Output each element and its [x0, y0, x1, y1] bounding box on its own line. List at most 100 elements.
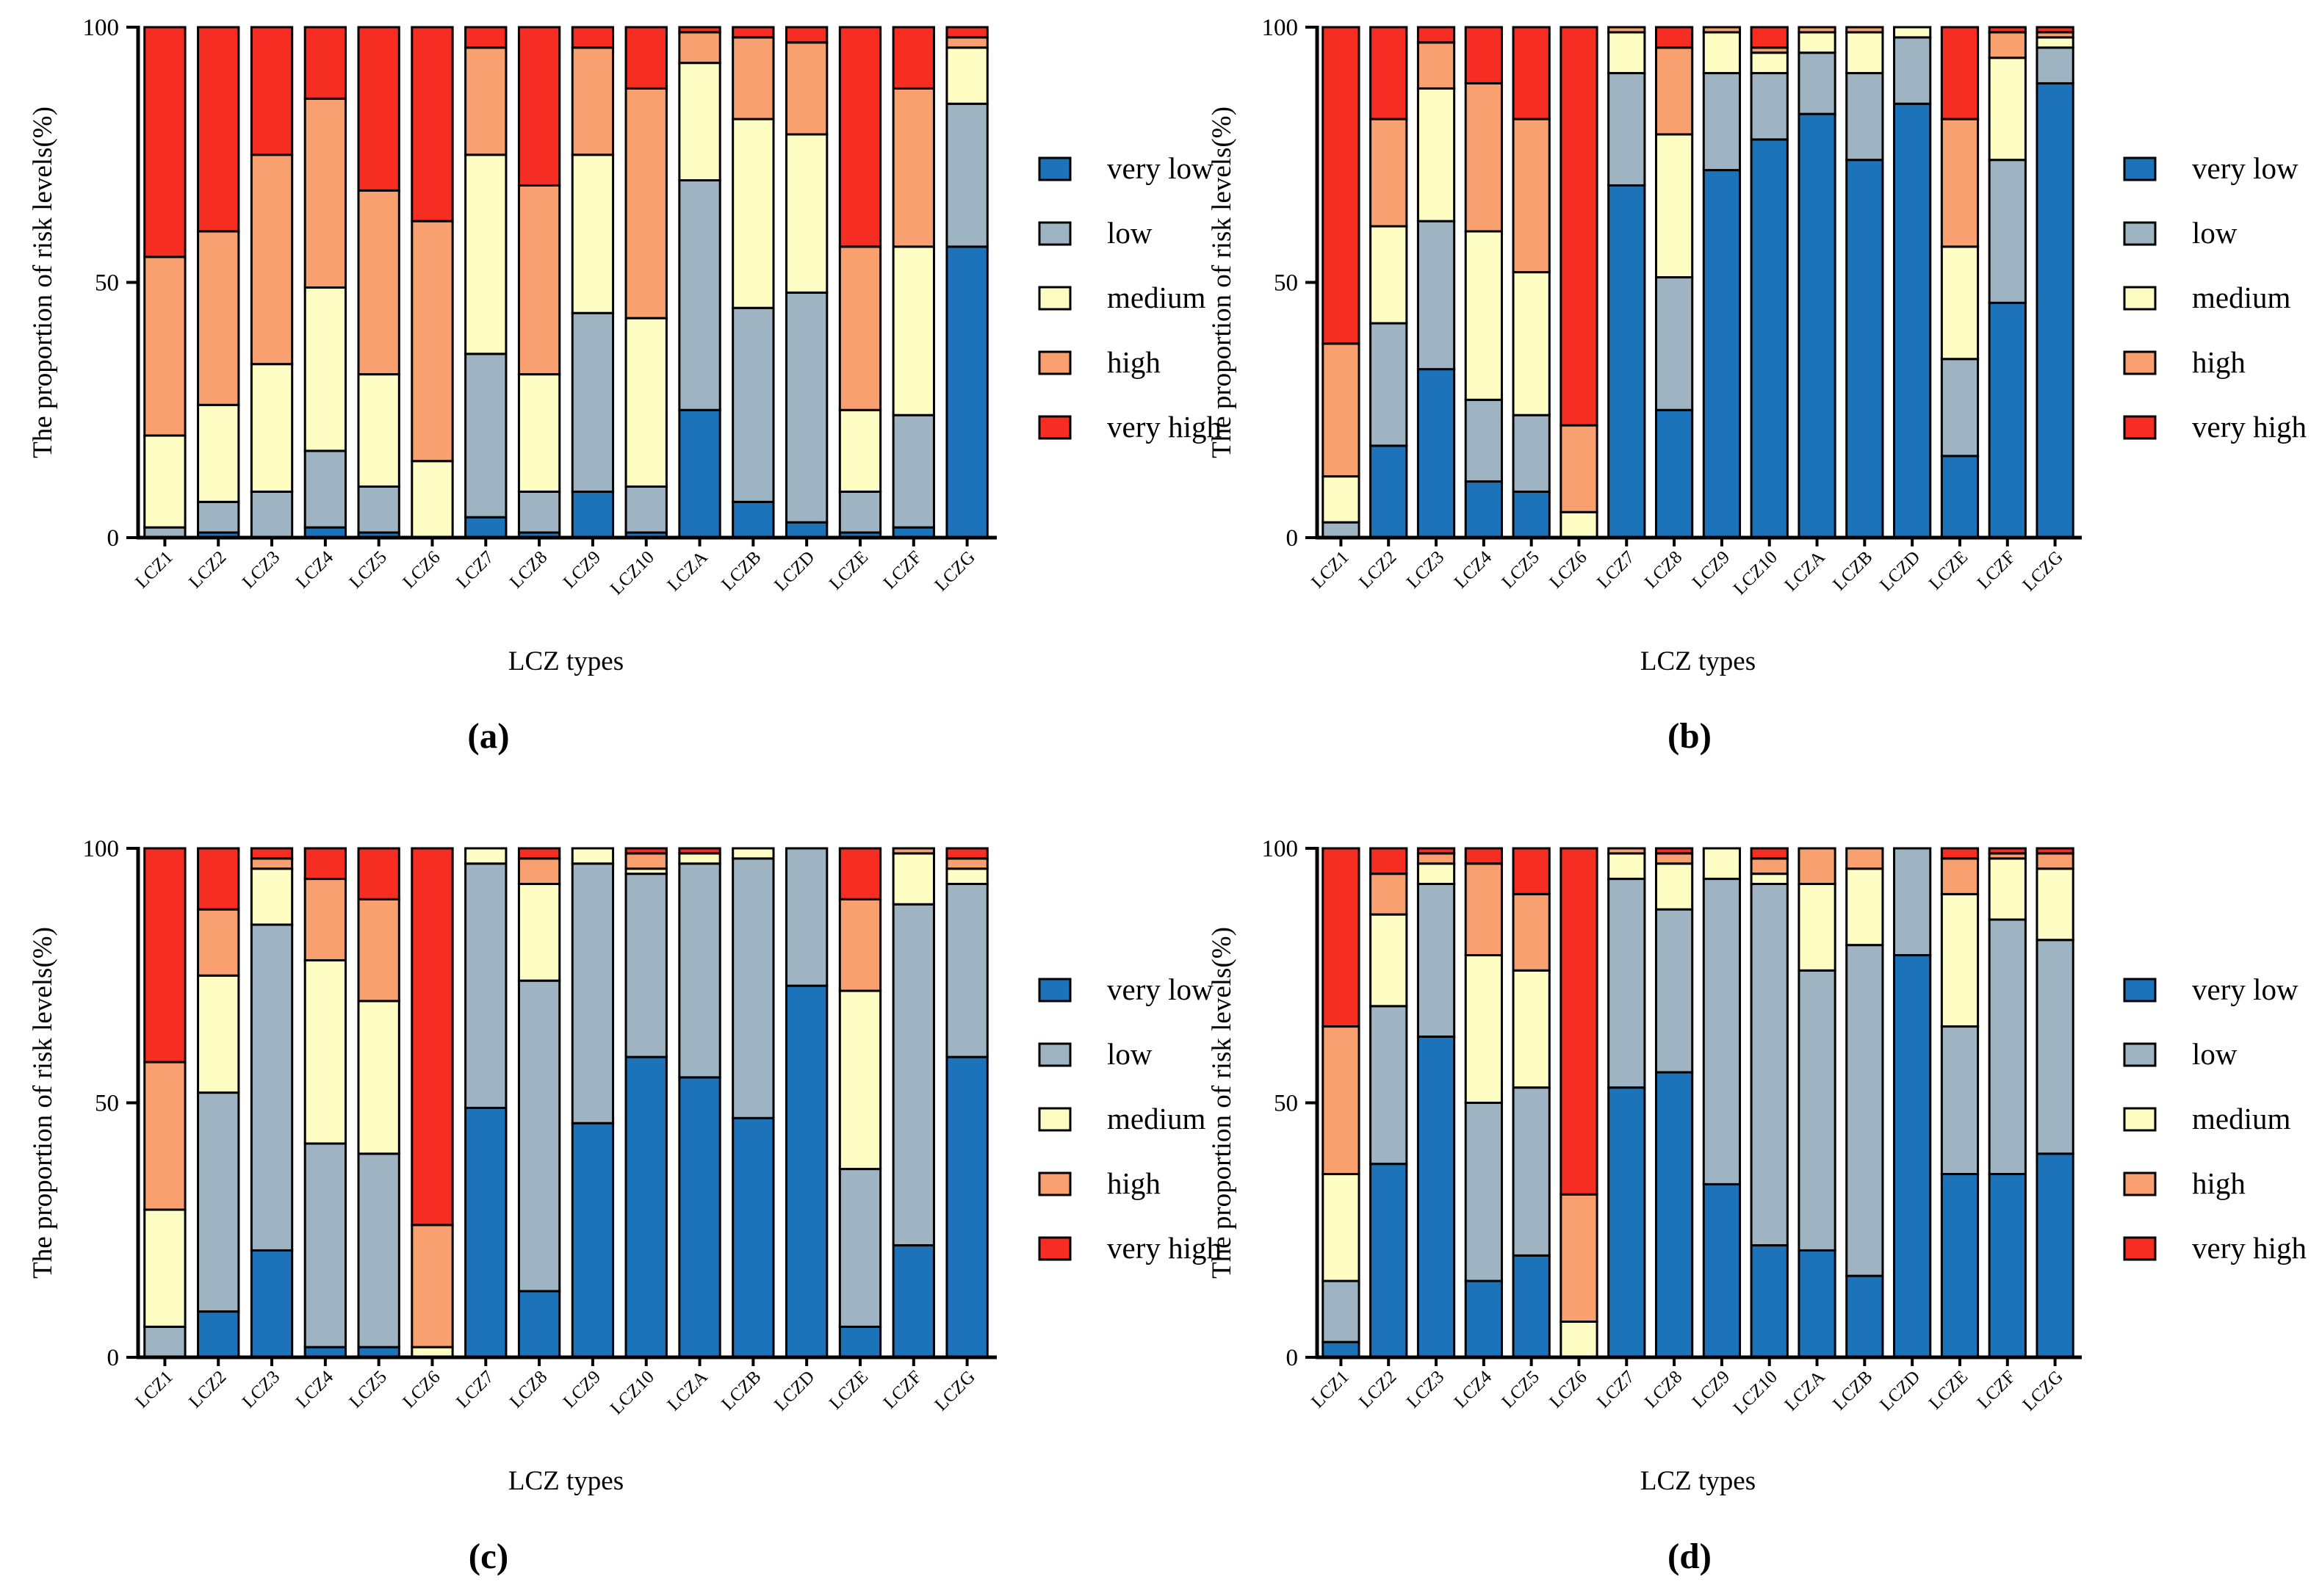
bar-segment: [1798, 883, 1836, 972]
bar-segment: [517, 847, 561, 860]
bar-segment: [517, 1290, 561, 1359]
legend-label: very low: [1107, 151, 1214, 185]
x-tick-label: LCZ6: [399, 1367, 444, 1412]
bar-segment: [732, 36, 775, 120]
legend-swatch: [1038, 350, 1072, 375]
bar-segment: [732, 118, 775, 309]
bar-segment: [624, 317, 668, 488]
x-tick-label: LCZA: [664, 1367, 712, 1415]
y-tick-label: 50: [1274, 270, 1298, 297]
bar-segment: [2036, 852, 2074, 870]
x-tick-label: LCZG: [2019, 547, 2067, 595]
bar-segment: [1988, 26, 2027, 34]
bar-segment: [357, 26, 400, 192]
bar-segment: [197, 403, 240, 503]
bar-segment: [517, 184, 561, 376]
bar-segment: [1654, 133, 1694, 279]
bar-segment: [1702, 26, 1742, 34]
bar-segment: [571, 311, 615, 493]
bar-segment: [838, 245, 882, 411]
bar-segment: [1750, 26, 1789, 49]
bar-segment: [945, 857, 989, 870]
bar-segment: [945, 883, 989, 1058]
x-tick-label: LCZ7: [452, 547, 497, 592]
bar-segment: [1322, 26, 1360, 345]
x-tick-label: LCZ6: [1546, 1367, 1590, 1412]
bar-segment: [1750, 873, 1789, 886]
bar-segment: [357, 847, 400, 900]
y-tick-label: 50: [95, 1091, 119, 1117]
x-tick-label: LCZF: [1974, 547, 2019, 593]
legend-label: very low: [2192, 972, 2298, 1006]
legend-label: medium: [2192, 1102, 2290, 1135]
legend-swatch: [2123, 350, 2157, 375]
bar-segment: [1322, 1025, 1360, 1176]
bar-segment: [1464, 230, 1503, 401]
legend-label: low: [1107, 1037, 1153, 1071]
bar-segment: [732, 857, 775, 1119]
bar-segment: [1416, 883, 1456, 1038]
x-tick-label: LCZ8: [1641, 1367, 1686, 1412]
bar-segment: [1702, 1182, 1742, 1359]
x-tick-label: LCZD: [1876, 1367, 1924, 1415]
bar-segment: [1798, 1249, 1836, 1359]
bar-segment: [678, 862, 721, 1079]
panel-label: (c): [469, 1536, 508, 1576]
x-tick-label: LCZB: [718, 1367, 765, 1414]
bar-segment: [678, 179, 721, 411]
bar-segment: [1845, 72, 1884, 162]
bar-segment: [517, 373, 561, 493]
bar-segment: [1940, 26, 1980, 120]
legend-swatch: [2123, 286, 2157, 311]
bar-segment: [1322, 342, 1360, 478]
bar-segment: [1322, 1173, 1360, 1282]
bar-segment: [357, 1000, 400, 1155]
bar-segment: [678, 31, 721, 65]
bar-segment: [892, 245, 935, 416]
bar-segment: [1464, 480, 1503, 539]
bar-segment: [303, 958, 347, 1145]
bar-segment: [1322, 847, 1360, 1028]
bar-segment: [1654, 847, 1694, 855]
x-tick-label: LCZ7: [452, 1367, 497, 1412]
bar-segment: [411, 1224, 454, 1348]
y-tick-label: 0: [107, 525, 120, 552]
bar-segment: [303, 26, 347, 100]
bar-segment: [624, 87, 668, 319]
x-tick-label: LCZB: [1829, 1367, 1876, 1414]
bar-segment: [1940, 847, 1980, 860]
bar-segment: [1607, 852, 1646, 881]
legend-label: very high: [2192, 410, 2307, 444]
panel-label: (d): [1667, 1536, 1712, 1576]
x-tick-label: LCZ10: [1730, 1367, 1781, 1418]
bar-segment: [1560, 424, 1598, 513]
x-tick-label: LCZ4: [1451, 547, 1496, 593]
x-tick-label: LCZ9: [1689, 547, 1734, 592]
bar-segment: [1369, 118, 1408, 228]
bar-segment: [678, 852, 721, 865]
bar-segment: [678, 26, 721, 34]
bar-segment: [1322, 475, 1360, 524]
bar-segment: [1369, 913, 1408, 1008]
x-tick-label: LCZ1: [131, 1367, 176, 1412]
bar-segment: [1940, 455, 1980, 539]
x-tick-label: LCZ4: [1451, 1367, 1496, 1412]
bar-segment: [838, 989, 882, 1171]
x-tick-label: LCZ8: [1641, 547, 1686, 592]
bar-segment: [1464, 862, 1503, 957]
bar-segment: [143, 1208, 187, 1328]
bar-segment: [357, 189, 400, 376]
x-tick-label: LCZD: [771, 547, 818, 595]
bar-segment: [1940, 892, 1980, 1028]
bar-segment: [1893, 954, 1932, 1359]
bar-segment: [892, 414, 935, 529]
bar-segment: [1369, 225, 1408, 325]
bar-segment: [1512, 490, 1551, 539]
bar-segment: [571, 847, 615, 865]
legend-label: low: [2192, 1037, 2238, 1071]
legend-swatch: [1038, 1236, 1072, 1261]
bar-segment: [785, 26, 829, 44]
x-tick-label: LCZG: [2019, 1367, 2067, 1415]
bar-segment: [1607, 72, 1646, 187]
